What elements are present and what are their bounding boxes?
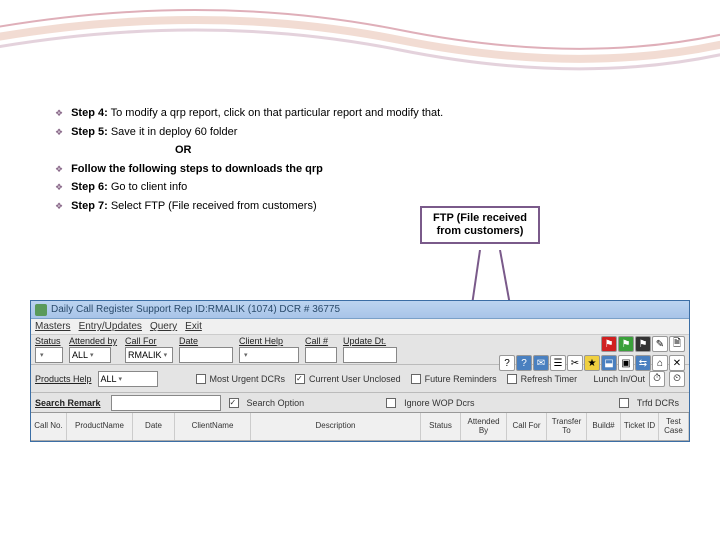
note-icon[interactable]: ✎ xyxy=(652,336,668,352)
col-callno[interactable]: Call No. xyxy=(31,413,67,440)
col-callfor[interactable]: Call For xyxy=(507,413,547,440)
col-attended[interactable]: Attended By xyxy=(461,413,507,440)
col-status[interactable]: Status xyxy=(421,413,461,440)
search-option-checkbox[interactable] xyxy=(229,398,239,408)
attended-select[interactable]: ALL xyxy=(69,347,111,363)
or-separator: OR xyxy=(175,142,675,159)
tool4-icon[interactable]: ★ xyxy=(584,355,600,371)
tool9-icon[interactable]: ✕ xyxy=(669,355,685,371)
col-client[interactable]: ClientName xyxy=(175,413,251,440)
flag-red-icon[interactable]: ⚑ xyxy=(601,336,617,352)
search-remark-label: Search Remark xyxy=(35,398,101,408)
follow-steps: ❖Follow the following steps to downloads… xyxy=(55,161,675,178)
refresh-timer-label: Refresh Timer xyxy=(521,374,578,384)
decorative-swoosh xyxy=(0,0,720,80)
menu-exit[interactable]: Exit xyxy=(185,321,202,332)
window-title: Daily Call Register Support Rep ID:RMALI… xyxy=(51,304,340,315)
filter-row-1: Status Attended by ALL Call For RMALIK D… xyxy=(31,335,689,365)
col-testcase[interactable]: Test Case xyxy=(659,413,689,440)
callno-label: Call # xyxy=(305,336,335,346)
grid-header: Call No. ProductName Date ClientName Des… xyxy=(31,413,689,441)
current-user-label: Current User Unclosed xyxy=(309,374,401,384)
ftp-callout: FTP (File received from customers) xyxy=(420,206,540,244)
col-ticket[interactable]: Ticket ID xyxy=(621,413,659,440)
menu-bar: Masters Entry/Updates Query Exit xyxy=(31,319,689,335)
app-window: Daily Call Register Support Rep ID:RMALI… xyxy=(30,300,690,442)
col-desc[interactable]: Description xyxy=(251,413,421,440)
step-6: ❖Step 6: Go to client info xyxy=(55,179,675,196)
attended-label: Attended by xyxy=(69,336,117,346)
tool2-icon[interactable]: ☰ xyxy=(550,355,566,371)
most-urgent-label: Most Urgent DCRs xyxy=(210,374,286,384)
products-select[interactable]: ALL xyxy=(98,371,158,387)
products-label: Products Help xyxy=(35,374,92,384)
status-label: Status xyxy=(35,336,61,346)
menu-masters[interactable]: Masters xyxy=(35,321,71,332)
col-transfer[interactable]: Transfer To xyxy=(547,413,587,440)
most-urgent-checkbox[interactable] xyxy=(196,374,206,384)
ignore-wop-checkbox[interactable] xyxy=(386,398,396,408)
tool8-icon[interactable]: ⌂ xyxy=(652,355,668,371)
trfd-checkbox[interactable] xyxy=(619,398,629,408)
status-select[interactable] xyxy=(35,347,63,363)
flag-green-icon[interactable]: ⚑ xyxy=(618,336,634,352)
menu-entry-updates[interactable]: Entry/Updates xyxy=(79,321,142,332)
callfor-select[interactable]: RMALIK xyxy=(125,347,173,363)
tool3-icon[interactable]: ✂ xyxy=(567,355,583,371)
flag-black-icon[interactable]: ⚑ xyxy=(635,336,651,352)
refresh-timer-checkbox[interactable] xyxy=(507,374,517,384)
future-reminders-label: Future Reminders xyxy=(425,374,497,384)
update-label: Update Dt. xyxy=(343,336,395,346)
clienthelp-select[interactable] xyxy=(239,347,299,363)
tool7-icon[interactable]: ⇆ xyxy=(635,355,651,371)
current-user-checkbox[interactable] xyxy=(295,374,305,384)
app-icon xyxy=(35,304,47,316)
callno-input[interactable] xyxy=(305,347,337,363)
search-option-label: Search Option xyxy=(247,398,305,408)
date-label: Date xyxy=(179,336,231,346)
col-date[interactable]: Date xyxy=(133,413,175,440)
update-input[interactable] xyxy=(343,347,397,363)
future-reminders-checkbox[interactable] xyxy=(411,374,421,384)
tool6-icon[interactable]: ▣ xyxy=(618,355,634,371)
search-remark-input[interactable] xyxy=(111,395,221,411)
info-icon[interactable]: ? xyxy=(516,355,532,371)
col-build[interactable]: Build# xyxy=(587,413,621,440)
clienthelp-label: Client Help xyxy=(239,336,297,346)
help-icon[interactable]: ? xyxy=(499,355,515,371)
col-product[interactable]: ProductName xyxy=(67,413,133,440)
lunch-in-icon[interactable]: ⏱ xyxy=(649,371,665,387)
date-input[interactable] xyxy=(179,347,233,363)
ignore-wop-label: Ignore WOP Dcrs xyxy=(404,398,474,408)
step-7: ❖Step 7: Select FTP (File received from … xyxy=(55,198,675,215)
step-4: ❖Step 4: To modify a qrp report, click o… xyxy=(55,105,675,122)
instruction-list: ❖Step 4: To modify a qrp report, click o… xyxy=(55,105,675,216)
callfor-label: Call For xyxy=(125,336,171,346)
window-titlebar[interactable]: Daily Call Register Support Rep ID:RMALI… xyxy=(31,301,689,319)
filter-row-3: Search Remark Search Option Ignore WOP D… xyxy=(31,393,689,413)
lunch-label: Lunch In/Out xyxy=(593,374,645,384)
lunch-out-icon[interactable]: ⏲ xyxy=(669,371,685,387)
tool5-icon[interactable]: ⬓ xyxy=(601,355,617,371)
doc-icon[interactable]: 🗎 xyxy=(669,336,685,352)
tool1-icon[interactable]: ✉ xyxy=(533,355,549,371)
trfd-label: Trfd DCRs xyxy=(637,398,679,408)
step-5: ❖Step 5: Save it in deploy 60 folder xyxy=(55,124,675,141)
menu-query[interactable]: Query xyxy=(150,321,177,332)
